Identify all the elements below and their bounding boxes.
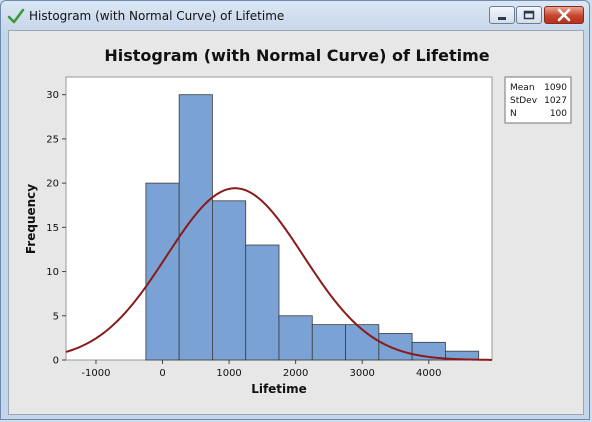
maximize-button[interactable] (516, 6, 542, 24)
y-tick-label: 30 (46, 90, 59, 101)
y-tick-label: 25 (46, 134, 59, 145)
histogram-bar (145, 182, 180, 361)
stat-n-label: N (510, 109, 517, 119)
histogram-bar (278, 315, 313, 361)
x-tick-label: 3000 (349, 368, 374, 379)
x-tick-label: -1000 (81, 368, 110, 379)
y-axis-label: Frequency (24, 184, 38, 254)
minimize-button[interactable] (489, 6, 515, 24)
stats-legend-box (504, 76, 572, 124)
x-tick-label: 1000 (216, 368, 241, 379)
y-tick-label: 10 (46, 267, 59, 278)
histogram-bar (378, 333, 413, 361)
y-tick-label: 5 (53, 311, 59, 322)
checkmark-icon (7, 8, 25, 24)
histogram-bar (311, 324, 346, 361)
stat-mean-value: 1090 (544, 83, 567, 93)
histogram-bar (212, 200, 247, 361)
close-icon (557, 8, 571, 22)
stat-stdev-label: StDev (510, 96, 538, 106)
x-tick-label: 0 (159, 368, 165, 379)
stats-legend: Mean 1090 StDev 1027 N 100 (504, 76, 572, 124)
y-tick-label: 0 (53, 356, 59, 367)
stat-n-value: 100 (550, 109, 567, 119)
stat-stdev-value: 1027 (544, 96, 567, 106)
x-tick-label: 4000 (416, 368, 441, 379)
graph-client-area: Histogram (with Normal Curve) of Lifetim… (8, 30, 584, 415)
x-tick-label: 2000 (283, 368, 308, 379)
histogram-bar (245, 244, 280, 361)
minimize-icon (498, 17, 506, 20)
normal-curve (65, 187, 493, 361)
x-axis-label: Lifetime (251, 382, 307, 396)
maximize-icon (523, 10, 535, 20)
y-tick-label: 15 (46, 223, 59, 234)
y-tick-label: 20 (46, 179, 59, 190)
histogram-chart: Histogram (with Normal Curve) of Lifetim… (24, 46, 572, 396)
window-title: Histogram (with Normal Curve) of Lifetim… (29, 9, 285, 23)
title-bar[interactable]: Histogram (with Normal Curve) of Lifetim… (1, 1, 589, 31)
stat-mean-label: Mean (510, 83, 535, 93)
close-button[interactable] (544, 6, 584, 24)
histogram-bar (178, 94, 213, 361)
chart-title: Histogram (with Normal Curve) of Lifetim… (104, 46, 489, 65)
